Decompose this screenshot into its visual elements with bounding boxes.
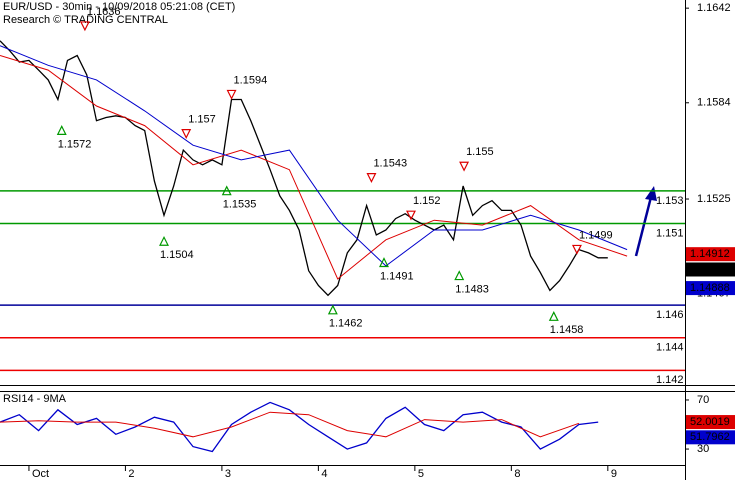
series-line — [0, 411, 580, 438]
high-label: 1.155 — [466, 146, 494, 158]
x-tick-label: 8 — [514, 468, 520, 480]
high-marker — [366, 173, 377, 184]
level-label: 1.153 — [656, 195, 684, 207]
low-label: 1.1491 — [380, 270, 414, 282]
high-marker — [79, 21, 90, 32]
x-tick-label: 9 — [611, 468, 617, 480]
low-label: 1.1572 — [58, 138, 92, 150]
y-tick-label: 1.1642 — [697, 2, 731, 14]
high-label: 1.1636 — [87, 6, 121, 18]
series-line — [0, 40, 608, 297]
price-box — [686, 281, 735, 296]
low-marker — [56, 125, 67, 135]
low-label: 1.1462 — [329, 318, 363, 330]
series-line — [0, 55, 628, 280]
y-tick-label: 1.1584 — [697, 97, 731, 109]
price-box-label: 51.7962 — [690, 431, 730, 443]
series-line — [0, 401, 599, 453]
x-tick-label: Oct — [32, 468, 49, 480]
forecast-arrow — [634, 186, 657, 257]
level-label: 1.146 — [656, 309, 684, 321]
low-marker — [221, 185, 232, 196]
x-tick-label: 5 — [418, 468, 424, 480]
price-box-label: 1.1491 — [690, 263, 724, 275]
high-marker — [459, 161, 470, 172]
high-marker — [571, 244, 582, 255]
chart-subtitle: Research © TRADING CENTRAL — [3, 14, 168, 26]
low-label: 1.1483 — [455, 283, 489, 295]
high-marker — [181, 129, 192, 139]
y-tick-label: 1.1525 — [697, 193, 731, 205]
low-label: 1.1504 — [160, 249, 194, 261]
low-marker — [379, 257, 389, 268]
low-marker — [548, 310, 559, 321]
high-marker — [406, 210, 416, 221]
price-box — [686, 430, 735, 445]
high-marker — [226, 89, 237, 100]
low-marker — [327, 304, 338, 315]
level-label: 1.144 — [656, 342, 684, 354]
low-label: 1.1458 — [550, 324, 584, 336]
rsi-title: RSI14 - 9MA — [3, 393, 67, 405]
high-label: 1.1594 — [234, 74, 268, 86]
high-label: 1.157 — [188, 114, 216, 126]
x-tick-label: 4 — [321, 468, 327, 480]
high-label: 1.1499 — [579, 229, 613, 241]
level-label: 1.142 — [656, 374, 684, 386]
level-label: 1.151 — [656, 227, 684, 239]
high-label: 1.152 — [413, 195, 441, 207]
price-box — [686, 262, 735, 277]
low-label: 1.1535 — [223, 199, 257, 211]
y-tick-label: 70 — [697, 394, 709, 406]
x-tick-label: 3 — [225, 468, 231, 480]
chart-title: EUR/USD - 30min - 10/09/2018 05:21:08 (C… — [3, 1, 235, 13]
low-marker — [159, 235, 169, 246]
series-line — [0, 45, 628, 267]
low-marker — [454, 270, 465, 281]
y-tick-label: 30 — [697, 443, 709, 455]
price-box-label: 52.0019 — [690, 416, 730, 428]
price-box-label: 1.14888 — [690, 282, 730, 294]
price-box — [686, 415, 735, 430]
price-box-label: 1.14912 — [690, 248, 730, 260]
price-box — [686, 247, 735, 262]
x-tick-label: 2 — [128, 468, 134, 480]
high-label: 1.1543 — [373, 158, 407, 170]
